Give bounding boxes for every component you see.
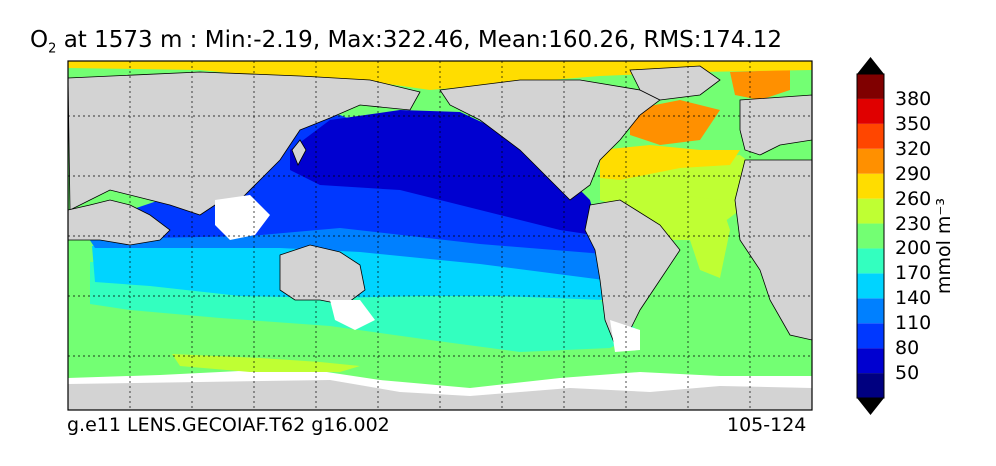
colorbar-tick-label: 260 — [895, 187, 932, 210]
map-frame — [67, 60, 813, 411]
colorbar-tick-label: 170 — [895, 262, 932, 285]
colorbar-tick-label: 140 — [895, 287, 932, 310]
japan-land — [291, 139, 307, 166]
colorbar-segment — [857, 298, 884, 324]
colorbar-tick-label: 380 — [895, 87, 932, 110]
colorbar-extend-max — [857, 57, 884, 74]
map-layers — [68, 61, 812, 410]
atlantic-260-290 — [600, 145, 740, 180]
missing-data-patches — [215, 195, 640, 352]
colorbar-segment — [857, 223, 884, 249]
colorbar-segment — [857, 148, 884, 174]
colorbar-segment — [857, 173, 884, 199]
colorbar-frame — [856, 73, 885, 399]
europe-land — [739, 94, 812, 156]
colorbar-segment — [857, 348, 884, 374]
colorbar-segment — [857, 273, 884, 299]
colorbar-segment — [857, 98, 884, 124]
colorbar-segment — [857, 373, 884, 398]
colorbar-tick-label: 290 — [895, 162, 932, 185]
colorbar — [856, 57, 885, 415]
figure-title: O2 at 1573 m : Min:-2.19, Max:322.46, Me… — [30, 27, 783, 57]
case-name-label: g.e11 LENS.GECOIAF.T62 g16.002 — [67, 414, 390, 436]
ross-sea-band — [172, 354, 360, 372]
year-range-label: 105-124 — [727, 414, 807, 436]
colorbar-segment — [857, 74, 884, 99]
colorbar-tick-label: 110 — [895, 312, 932, 335]
atlantic-tongue — [680, 195, 730, 278]
colorbar-tick-label: 320 — [895, 137, 932, 160]
colorbar-extend-min — [857, 398, 884, 415]
patagonia-white — [610, 320, 640, 352]
colorbar-segment — [857, 123, 884, 149]
australia-land — [279, 244, 366, 306]
band-50-80 — [290, 110, 600, 236]
colorbar-tick-label: 350 — [895, 112, 932, 135]
arctic-260-290 — [68, 61, 812, 90]
colorbar-tick-label: 230 — [895, 212, 932, 235]
colorbar-segment — [857, 248, 884, 274]
new-zealand-white — [330, 300, 375, 330]
south-asia-land — [68, 199, 171, 246]
colorbar-tick-label: 200 — [895, 237, 932, 260]
nordic-290-320 — [730, 70, 790, 100]
colorbar-segment — [857, 198, 884, 224]
continents — [68, 65, 812, 346]
graticule — [68, 61, 812, 410]
labrador-290-320 — [630, 100, 720, 145]
colorbar-tick-label: 80 — [895, 337, 920, 360]
colorbar-tick-label: 50 — [895, 362, 920, 385]
colorbar-unit-label: mmol m⁻³ — [933, 197, 955, 295]
indonesia-white — [215, 195, 270, 240]
africa-land — [734, 159, 812, 341]
colorbar-segment — [857, 323, 884, 349]
greenland-land — [629, 65, 721, 101]
north-america-land — [439, 79, 661, 201]
